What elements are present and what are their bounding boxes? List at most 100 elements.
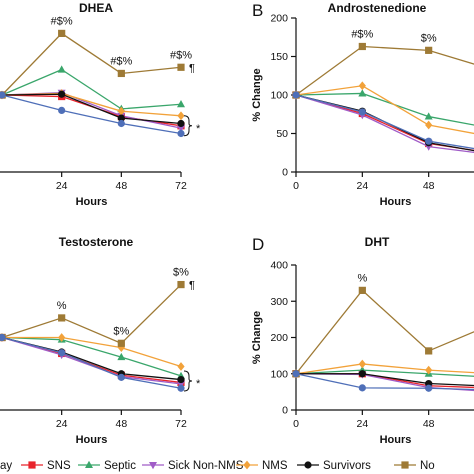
series-line (296, 373, 474, 389)
annotation: #$% (351, 28, 373, 40)
legend-item: SNS (21, 460, 71, 472)
series-line (295, 289, 474, 375)
series-line (1, 92, 182, 129)
y-tick-label: 50 (276, 128, 288, 140)
data-point (177, 125, 185, 133)
series-sick-non-nms (292, 92, 474, 154)
x-axis-title: Hours (76, 434, 108, 446)
series-line (1, 94, 182, 135)
series-nms (292, 81, 474, 135)
legend-marker (401, 461, 409, 469)
x-tick-label: 48 (115, 418, 127, 430)
series-non-survivors (292, 286, 474, 378)
data-point (177, 280, 185, 289)
x-axis-title: Hours (76, 196, 108, 208)
annotation: $% (113, 325, 129, 337)
panel-title: DHEA (79, 1, 113, 15)
y-axis-title: % Change (251, 68, 263, 121)
data-point (424, 112, 433, 120)
legend-marker (149, 462, 157, 470)
data-point (117, 106, 125, 116)
series-line (1, 336, 182, 377)
data-point (292, 91, 300, 99)
panel-title: Testosterone (59, 235, 134, 249)
y-tick-label: 200 (270, 332, 288, 344)
data-point (117, 339, 125, 347)
x-tick-label: 72 (175, 418, 187, 430)
y-tick-label: 0 (282, 167, 288, 179)
data-point (177, 384, 185, 392)
legend: ay SNS Septic Sick Non-NMS NMS Survivors No (0, 460, 435, 472)
significance-bracket (183, 115, 193, 137)
series-unnamed (292, 370, 474, 392)
legend-label: Septic (104, 460, 136, 472)
data-point (177, 63, 185, 71)
data-point (117, 69, 125, 78)
series-line (295, 45, 474, 96)
data-point (425, 365, 433, 375)
series-line (295, 94, 474, 150)
data-point (358, 370, 366, 378)
legend-label: No (420, 460, 435, 472)
series-unnamed (0, 333, 185, 392)
data-point (425, 120, 433, 130)
legend-label: NMS (262, 460, 288, 472)
series-septic (0, 333, 185, 379)
annotation: * (196, 123, 201, 135)
data-point (358, 286, 366, 294)
data-point (117, 352, 126, 361)
data-point (425, 46, 433, 54)
x-tick-label: 24 (356, 180, 368, 192)
annotation: #$% (51, 15, 73, 27)
series-line (295, 94, 474, 154)
legend-item: ay (0, 460, 12, 472)
legend-item: NMS (236, 460, 288, 472)
x-tick-label: 0 (293, 418, 299, 430)
annotation: % (357, 272, 367, 284)
series-line (1, 336, 182, 389)
panel-letter: B (252, 1, 263, 20)
x-tick-label: 48 (423, 180, 435, 192)
panel-title: Androstenedione (328, 1, 427, 15)
legend-item: Sick Non-NMS (142, 460, 244, 472)
panel-4: DHT D 0 24 48 Hours 0 100 200 300 400 % Change% (251, 235, 474, 446)
data-point (117, 119, 125, 128)
series-line (295, 94, 474, 152)
series-line (1, 284, 182, 345)
x-axis-title: Hours (380, 196, 412, 208)
series-line (296, 373, 474, 387)
series-line (2, 336, 182, 368)
legend-item: Survivors (297, 460, 371, 472)
data-point (358, 384, 366, 392)
legend-label: Survivors (323, 460, 371, 472)
data-point (292, 370, 300, 378)
annotation: $% (173, 267, 189, 279)
series-line (1, 32, 182, 96)
data-point (177, 129, 185, 138)
data-point (177, 362, 185, 371)
data-point (177, 100, 185, 108)
annotation: % (57, 300, 67, 312)
annotation: ¶ (189, 62, 195, 74)
annotation: * (196, 378, 201, 390)
y-tick-label: 100 (270, 368, 288, 380)
significance-bracket (183, 370, 193, 392)
y-tick-label: 150 (270, 51, 288, 63)
legend-marker (243, 460, 251, 470)
annotation: #$% (110, 55, 132, 67)
legend-item: Septic (78, 460, 136, 472)
series-sns (0, 333, 185, 387)
x-tick-label: 48 (115, 180, 127, 192)
data-point (57, 65, 66, 73)
y-tick-label: 0 (282, 405, 288, 417)
data-point (358, 42, 366, 51)
data-point (177, 111, 185, 121)
panel-letter: D (252, 235, 264, 254)
annotation: #$% (170, 49, 192, 61)
series-non-survivors (292, 42, 474, 99)
x-tick-label: 0 (293, 180, 299, 192)
series-line (1, 93, 182, 125)
